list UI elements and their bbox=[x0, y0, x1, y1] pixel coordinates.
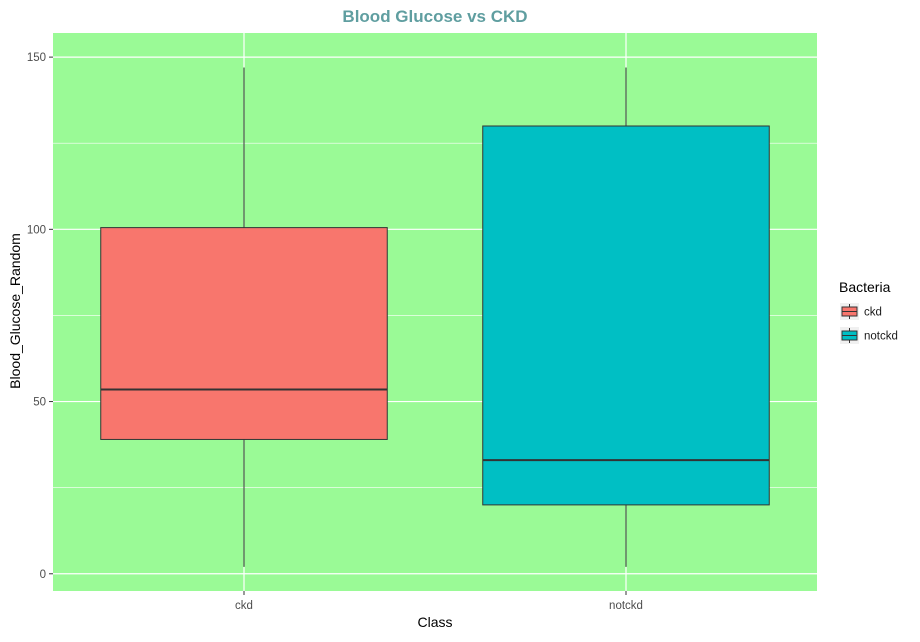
x-tick-label: ckd bbox=[235, 600, 253, 612]
y-tick-label: 100 bbox=[27, 224, 46, 236]
legend-label: ckd bbox=[864, 307, 882, 319]
box-notckd bbox=[482, 67, 770, 567]
chart-title: Blood Glucose vs CKD bbox=[342, 7, 527, 26]
y-tick-label: 0 bbox=[40, 569, 46, 581]
legend-label: notckd bbox=[864, 331, 898, 343]
legend-item-ckd: ckd bbox=[840, 303, 882, 320]
x-tick-label: notckd bbox=[609, 600, 643, 612]
box-body bbox=[100, 227, 388, 440]
box-body bbox=[482, 125, 770, 506]
x-axis-title: Class bbox=[417, 614, 452, 630]
y-tick-label: 50 bbox=[33, 397, 46, 409]
legend-item-notckd: notckd bbox=[840, 327, 898, 344]
legend-title: Bacteria bbox=[839, 279, 891, 295]
y-axis-title: Blood_Glucose_Random bbox=[7, 233, 23, 389]
box-ckd bbox=[100, 67, 388, 567]
y-tick-label: 150 bbox=[27, 52, 46, 64]
legend: Bacteria ckd notckd bbox=[839, 279, 898, 344]
